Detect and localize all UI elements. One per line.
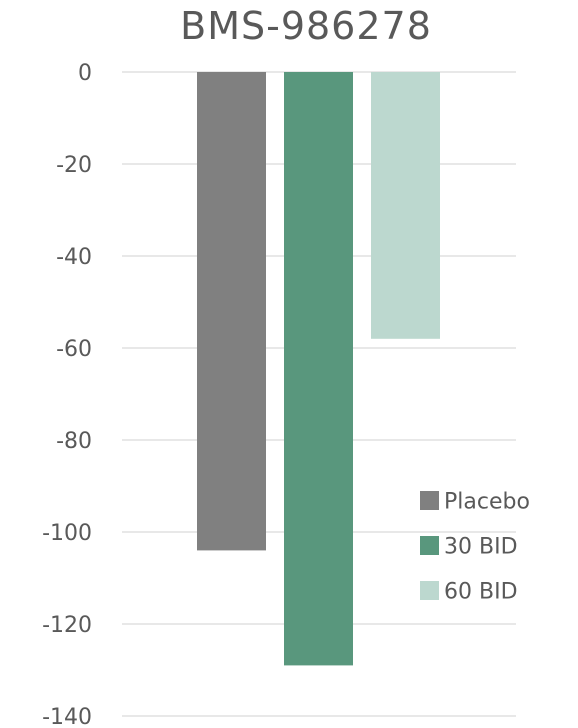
legend-swatch bbox=[420, 581, 439, 600]
y-tick-label: -80 bbox=[56, 429, 92, 454]
y-axis-tick-labels: 0 -20 -40 -60 -80 -100 -120 -140 bbox=[42, 61, 92, 728]
y-tick-label: -60 bbox=[56, 337, 92, 362]
y-tick-label: -40 bbox=[56, 245, 92, 270]
y-tick-label: 0 bbox=[78, 61, 92, 86]
legend: Placebo 30 BID 60 BID bbox=[420, 490, 530, 605]
bar-placebo bbox=[197, 72, 266, 551]
legend-swatch bbox=[420, 536, 439, 555]
y-tick-label: -120 bbox=[42, 613, 92, 638]
y-tick-label: -100 bbox=[42, 521, 92, 546]
bar-30-bid bbox=[284, 72, 353, 666]
legend-swatch bbox=[420, 491, 439, 510]
chart-title: BMS-986278 bbox=[180, 4, 432, 48]
legend-label: Placebo bbox=[444, 490, 530, 515]
y-tick-label: -140 bbox=[42, 705, 92, 728]
bars bbox=[197, 72, 440, 666]
legend-label: 30 BID bbox=[444, 535, 518, 560]
bar-60-bid bbox=[371, 72, 440, 339]
y-tick-label: -20 bbox=[56, 153, 92, 178]
legend-label: 60 BID bbox=[444, 580, 518, 605]
